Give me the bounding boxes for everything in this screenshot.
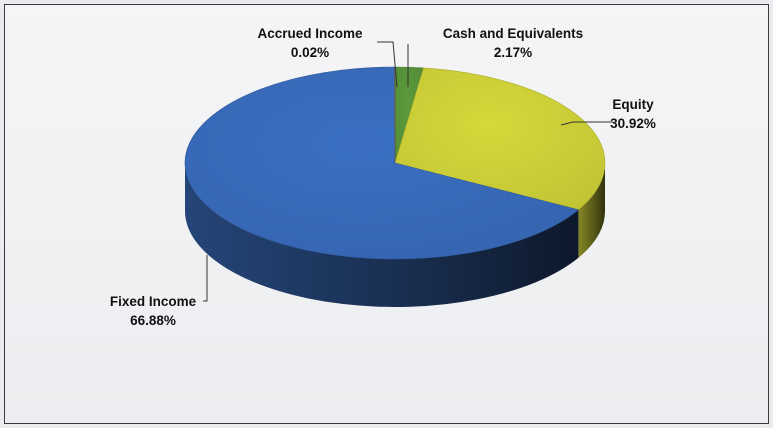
leader-line-equity [560, 121, 613, 126]
pie-top [184, 66, 606, 260]
slice-label-fixed-income: Fixed Income [110, 294, 197, 309]
slice-value-equity: 30.92% [610, 116, 656, 131]
leader-line-fixed-income [203, 255, 208, 302]
pie-chart: Cash and Equivalents 2.17% Equity 30.92% Fix… [110, 26, 656, 328]
slice-value-accrued-income: 0.02% [291, 45, 329, 60]
leader-line-accrued-income [377, 41, 398, 88]
pie-sides [185, 163, 605, 307]
pie-side-fixed-income [185, 163, 579, 307]
pie-slice-fixed-income [184, 66, 580, 260]
slice-label-accrued-income: Accrued Income [257, 26, 363, 41]
chart-frame: Cash and Equivalents 2.17% Equity 30.92% Fix… [4, 4, 769, 424]
slice-value-fixed-income: 66.88% [130, 313, 176, 328]
slice-label-equity: Equity [612, 97, 654, 112]
pie-labels: Cash and Equivalents 2.17% Equity 30.92% Fix… [110, 26, 656, 328]
pie-side-equity [578, 163, 605, 258]
pie-slice-equity [394, 67, 606, 211]
slice-value-cash-and-equivalents: 2.17% [494, 45, 532, 60]
slice-label-cash-and-equivalents: Cash and Equivalents [443, 26, 583, 41]
